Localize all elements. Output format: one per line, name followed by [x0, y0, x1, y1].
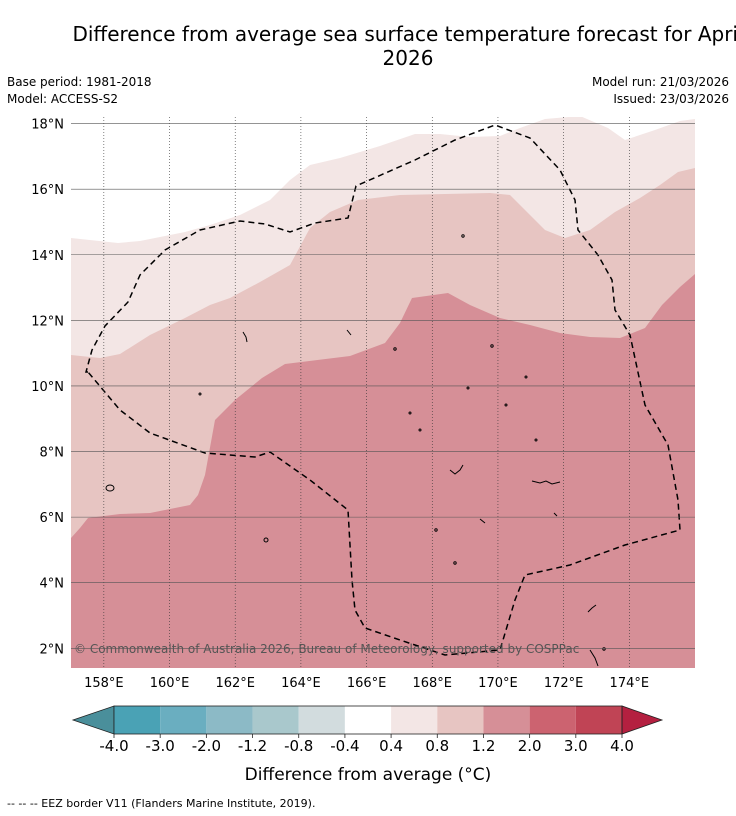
meta-right: Model run: 21/03/2026 Issued: 23/03/2026 [592, 74, 729, 108]
island-outline [466, 386, 470, 390]
lon-tick-label: 168°E [412, 676, 452, 691]
island-outline [408, 411, 412, 415]
island-outline [504, 403, 508, 407]
lon-tick-label: 164°E [281, 676, 321, 691]
island-outline [602, 647, 606, 651]
island-outline [589, 649, 599, 667]
colorbar-tick-label: -2.0 [192, 737, 221, 755]
island-outline [479, 518, 486, 524]
lat-tick-label: 12°N [31, 314, 64, 329]
island-outline [524, 375, 528, 379]
lat-tick-label: 14°N [31, 249, 64, 264]
colorbar-segment [114, 706, 161, 734]
lat-tick-label: 8°N [40, 446, 65, 461]
sst-anomaly-field [71, 117, 695, 668]
island-outline [105, 484, 115, 492]
lat-tick-label: 4°N [40, 577, 65, 592]
colorbar-tick-label: 1.2 [472, 737, 496, 755]
footnote: -- -- -- EEZ border V11 (Flanders Marine… [7, 797, 316, 810]
colorbar-segment [575, 706, 622, 734]
colorbar-title: Difference from average (°C) [245, 765, 492, 785]
chart-title: Difference from average sea surface temp… [72, 22, 736, 70]
colorbar-segment [252, 706, 299, 734]
colorbar-tick-label: 2.0 [518, 737, 542, 755]
lon-tick-label: 160°E [150, 676, 190, 691]
band-1p2-2p0 [71, 274, 695, 668]
gridlines [71, 117, 695, 668]
colorbar-tick-label: 0.4 [379, 737, 403, 755]
model-run: Model run: 21/03/2026 [591, 75, 729, 89]
colorbar-tick-label: 4.0 [610, 737, 634, 755]
island-outline [490, 344, 494, 348]
lat-tick-label: 6°N [40, 511, 65, 526]
islands [105, 234, 606, 667]
island-outline [461, 234, 465, 238]
colorbar-tick-label: -4.0 [99, 737, 128, 755]
island-outline [263, 537, 269, 543]
colorbar-segment [206, 706, 253, 734]
colorbar-segment [160, 706, 207, 734]
island-outline [453, 561, 457, 565]
island-outline [198, 392, 202, 396]
colorbar-tick-label: 3.0 [564, 737, 588, 755]
island-outline [346, 329, 352, 336]
colorbar-segment [437, 706, 484, 734]
colorbar: -4.0 -3.0 -2.0 -1.2 -0.8 -0.4 0.4 0.8 1.2 2.0 3.0 4… [71, 705, 664, 755]
island-outline [587, 604, 597, 613]
meta-left: Base period: 1981-2018 Model: ACCESS-S2 [7, 74, 152, 108]
eez-border [85, 124, 681, 656]
lon-tick-label: 170°E [478, 676, 518, 691]
lon-tick-label: 172°E [544, 676, 584, 691]
colorbar-frame [113, 705, 623, 735]
model-name: Model: ACCESS-S2 [7, 92, 119, 106]
copyright-text: © Commonwealth of Australia 2026, Bureau… [74, 642, 579, 656]
island-outline [449, 464, 464, 475]
island-outline [553, 512, 558, 517]
lat-tick-label: 10°N [31, 380, 64, 395]
island-outline [531, 480, 561, 485]
island-outline [418, 428, 422, 432]
colorbar-segment [344, 706, 392, 734]
colorbar-tick-label: -0.4 [330, 737, 359, 755]
island-outline [242, 331, 248, 343]
colorbar-tick-label: 0.8 [425, 737, 449, 755]
colorbar-tick-label: -0.8 [284, 737, 313, 755]
lat-tick-label: 2°N [40, 642, 65, 657]
base-period: Base period: 1981-2018 [7, 75, 152, 89]
lat-tick-label: 16°N [31, 183, 64, 198]
island-outline [534, 438, 538, 442]
colorbar-segment [298, 706, 345, 734]
colorbar-tick-label: -3.0 [146, 737, 175, 755]
lon-tick-label: 158°E [84, 676, 124, 691]
colorbar-tick-label: -1.2 [238, 737, 267, 755]
axis-labels: 158°E 160°E 162°E 164°E 166°E 168°E 170°E 172°E… [31, 118, 649, 691]
colorbar-extend-low [71, 705, 115, 735]
colorbar-segment [391, 706, 438, 734]
issued-date: Issued: 23/03/2026 [613, 92, 729, 106]
colorbar-extend-high [621, 705, 664, 735]
lon-tick-label: 166°E [347, 676, 387, 691]
island-outline [393, 347, 397, 351]
band-0p0-0p4 [71, 117, 695, 243]
lon-tick-label: 174°E [610, 676, 650, 691]
colorbar-segment [483, 706, 530, 734]
lat-tick-label: 18°N [31, 118, 64, 133]
colorbar-segment [529, 706, 576, 734]
island-outline [434, 528, 438, 532]
lon-tick-label: 162°E [215, 676, 255, 691]
